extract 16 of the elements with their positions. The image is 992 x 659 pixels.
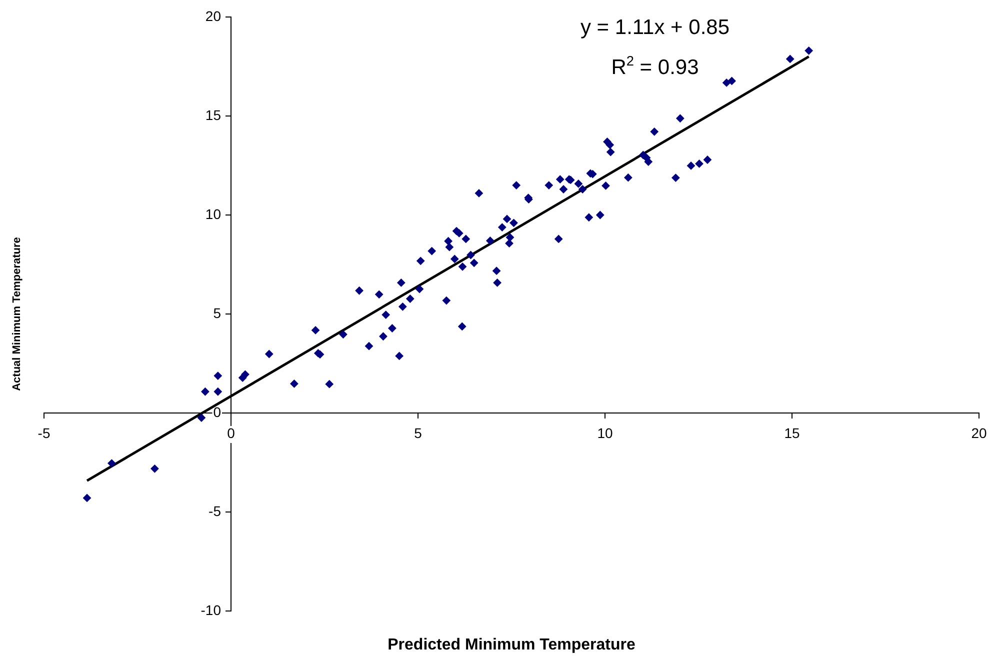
y-tick-label: 20 xyxy=(205,8,222,24)
x-axis-title: Predicted Minimum Temperature xyxy=(388,636,636,654)
x-tick-label: 0 xyxy=(227,424,236,441)
x-tick-label: 15 xyxy=(784,424,800,441)
y-tick-label: 5 xyxy=(213,304,222,321)
annotation: y = 1.11x + 0.85 xyxy=(580,16,730,39)
y-tick-label: 15 xyxy=(205,106,222,123)
y-tick-label: -5 xyxy=(208,502,222,519)
x-tick-label: 20 xyxy=(971,424,987,441)
x-tick-label: -5 xyxy=(38,424,50,441)
x-tick-label: 10 xyxy=(597,424,613,441)
x-tick-label: 5 xyxy=(414,424,422,441)
y-tick-label: 0 xyxy=(213,404,222,420)
y-tick-label: -10 xyxy=(200,602,222,618)
y-axis-title: Actual Minimum Temperature xyxy=(11,237,24,391)
y-tick-label: 10 xyxy=(205,206,222,222)
